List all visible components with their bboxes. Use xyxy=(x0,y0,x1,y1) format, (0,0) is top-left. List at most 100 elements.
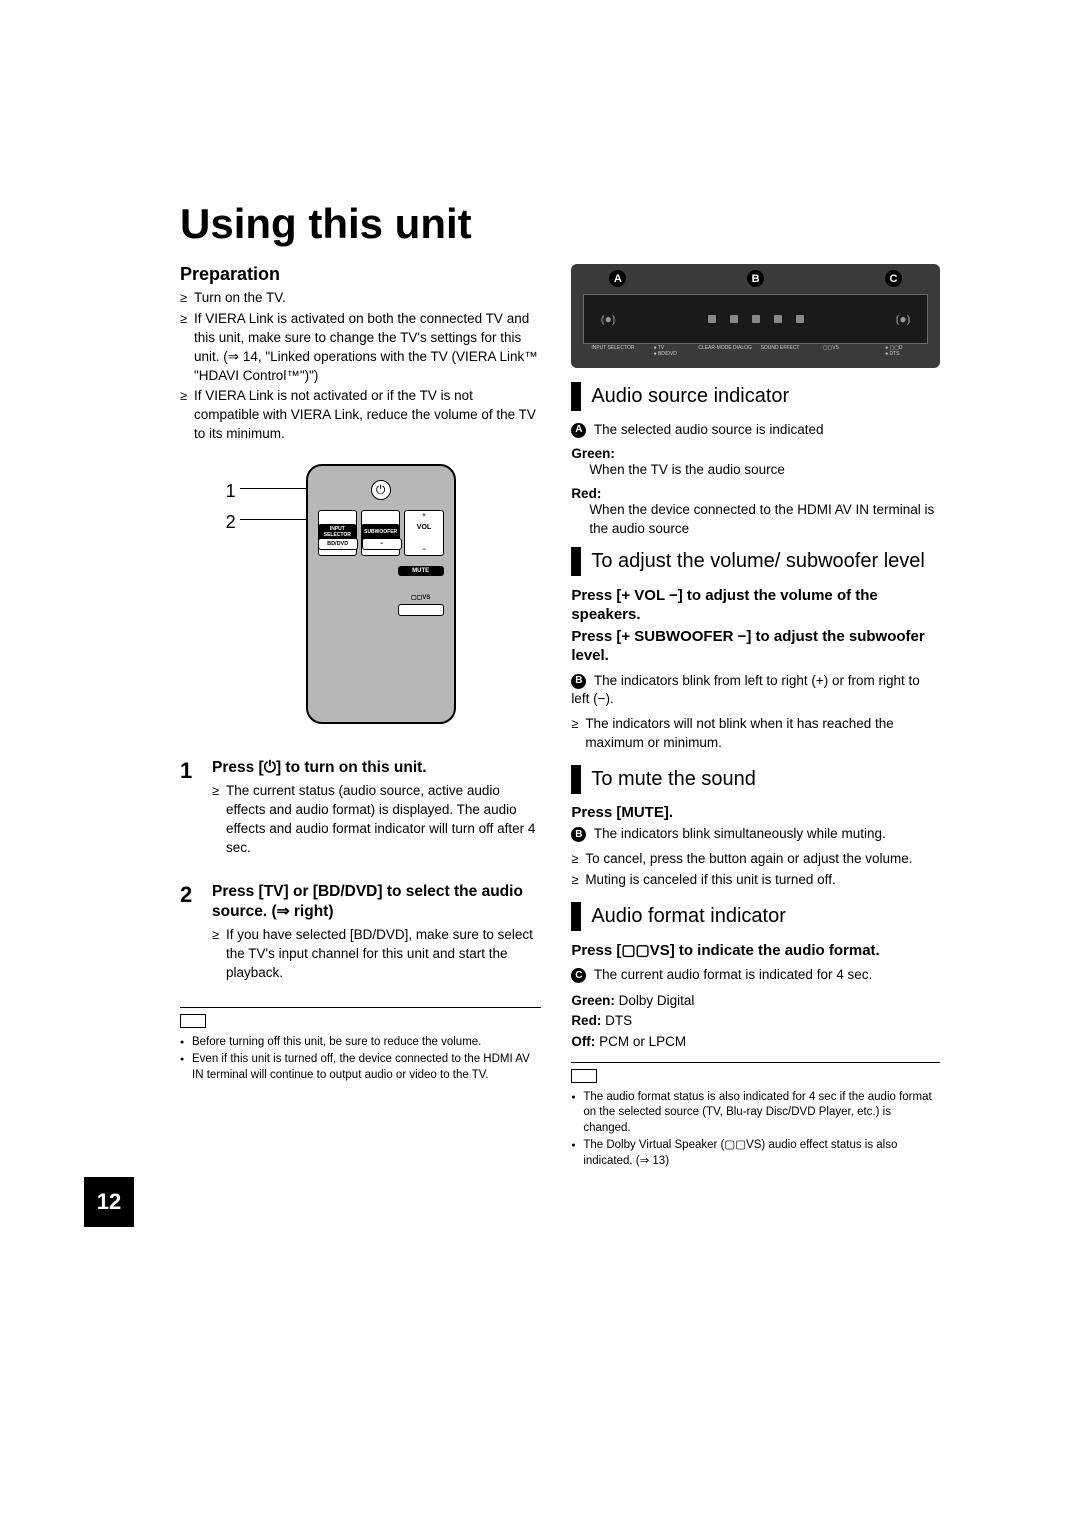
green-label: Green: xyxy=(571,446,940,461)
divider xyxy=(571,1062,940,1063)
mute-bullets: To cancel, press the button again or adj… xyxy=(571,850,940,890)
vs-label: ▢▢VS xyxy=(398,594,444,601)
ind-label: ▢▢VS xyxy=(823,345,881,357)
step-1: 1 Press [⏻] to turn on this unit. The cu… xyxy=(180,758,541,870)
callout-line xyxy=(240,519,306,520)
section-title: To mute the sound xyxy=(591,765,756,794)
section-bar-icon xyxy=(571,547,581,576)
section-audio-format: Audio format indicator xyxy=(571,902,940,931)
format-colors: Green: Dolby Digital Red: DTS Off: PCM o… xyxy=(571,991,940,1052)
fmt-red-label: Red: xyxy=(571,1013,601,1028)
page-title: Using this unit xyxy=(180,200,940,248)
step-bullet: The current status (audio source, active… xyxy=(212,782,541,858)
item-c-row: C The current audio format is indicated … xyxy=(571,966,940,985)
b-icon: B xyxy=(571,674,586,689)
callout-1: 1 xyxy=(226,481,236,502)
red-label: Red: xyxy=(571,486,940,501)
vol-bullets: The indicators will not blink when it ha… xyxy=(571,715,940,753)
step-title: Press [⏻] to turn on this unit. xyxy=(212,758,541,778)
remote-diagram: 1 2 TV + +− INPUT SELECTOR SUBWOOFER VOL… xyxy=(226,464,496,734)
preparation-list: Turn on the TV. If VIERA Link is activat… xyxy=(180,289,541,444)
section-bar-icon xyxy=(571,765,581,794)
label-a-icon: A xyxy=(609,270,626,287)
note-icon xyxy=(180,1014,206,1028)
fmt-green-label: Green: xyxy=(571,993,615,1008)
red-text: When the device connected to the HDMI AV… xyxy=(571,501,940,539)
item-c-text: The current audio format is indicated fo… xyxy=(594,967,872,982)
callout-line xyxy=(240,488,316,489)
step-number: 1 xyxy=(180,758,198,870)
ind-label: SOUND EFFECT xyxy=(761,345,819,357)
bddvd-button: BD/DVD xyxy=(318,538,358,550)
right-column: A B C ⦅●⦆ ⦅●⦆ INPUT SELECTOR ● TV ● BD/D… xyxy=(571,264,940,1172)
spacer xyxy=(406,538,444,550)
mute-bullet: Muting is canceled if this unit is turne… xyxy=(571,871,940,890)
ind-label: ● ▢▢D ● DTS xyxy=(885,345,920,357)
format-notes: The audio format status is also indicate… xyxy=(571,1090,940,1170)
item-b-mute-text: The indicators blink simultaneously whil… xyxy=(594,826,886,841)
callout-2: 2 xyxy=(226,512,236,533)
section-volume: To adjust the volume/ subwoofer level xyxy=(571,547,940,576)
power-icon xyxy=(371,480,391,500)
fmt-off-label: Off: xyxy=(571,1034,595,1049)
format-note: The Dolby Virtual Speaker (▢▢VS) audio e… xyxy=(571,1138,940,1169)
mute-bullet: To cancel, press the button again or adj… xyxy=(571,850,940,869)
b-icon: B xyxy=(571,827,586,842)
vs-button xyxy=(398,604,444,616)
preparation-heading: Preparation xyxy=(180,264,541,285)
ind-label: CLEAR-MODE DIALOG xyxy=(698,345,756,357)
content-columns: Preparation Turn on the TV. If VIERA Lin… xyxy=(180,264,940,1172)
a-icon: A xyxy=(571,423,586,438)
step-bullets: The current status (audio source, active… xyxy=(212,782,541,858)
footnote: Before turning off this unit, be sure to… xyxy=(180,1035,541,1051)
indicator-panel: A B C ⦅●⦆ ⦅●⦆ INPUT SELECTOR ● TV ● BD/D… xyxy=(571,264,940,368)
step-bullets: If you have selected [BD/DVD], make sure… xyxy=(212,926,541,983)
item-b-mute-row: B The indicators blink simultaneously wh… xyxy=(571,825,940,844)
step-bullet: If you have selected [BD/DVD], make sure… xyxy=(212,926,541,983)
speaker-right-icon: ⦅●⦆ xyxy=(887,312,919,327)
format-press: Press [▢▢VS] to indicate the audio forma… xyxy=(571,941,940,961)
footnotes: Before turning off this unit, be sure to… xyxy=(180,1035,541,1084)
section-bar-icon xyxy=(571,382,581,411)
step-2: 2 Press [TV] or [BD/DVD] to select the a… xyxy=(180,882,541,995)
section-bar-icon xyxy=(571,902,581,931)
page-number: 12 xyxy=(84,1177,134,1227)
divider xyxy=(180,1007,541,1008)
section-mute: To mute the sound xyxy=(571,765,940,794)
item-a-text: The selected audio source is indicated xyxy=(594,422,824,437)
note-icon xyxy=(571,1069,597,1083)
prep-bullet: If VIERA Link is not activated or if the… xyxy=(180,387,541,444)
section-audio-source: Audio source indicator xyxy=(571,382,940,411)
fmt-green-val: Dolby Digital xyxy=(619,993,695,1008)
prep-bullet: Turn on the TV. xyxy=(180,289,541,308)
footnote: Even if this unit is turned off, the dev… xyxy=(180,1052,541,1083)
vol-bullet: The indicators will not blink when it ha… xyxy=(571,715,940,753)
ind-label: ● TV ● BD/DVD xyxy=(654,345,695,357)
fmt-red-val: DTS xyxy=(605,1013,632,1028)
item-a-row: A The selected audio source is indicated xyxy=(571,421,940,440)
label-c-icon: C xyxy=(885,270,902,287)
left-column: Preparation Turn on the TV. If VIERA Lin… xyxy=(180,264,541,1172)
speaker-left-icon: ⦅●⦆ xyxy=(592,312,624,327)
mute-button: MUTE xyxy=(398,566,444,576)
vol-instruction: Press [+ VOL −] to adjust the volume of … xyxy=(571,586,940,625)
remote-body: TV + +− INPUT SELECTOR SUBWOOFER VOL BD/… xyxy=(306,464,456,724)
prep-bullet: If VIERA Link is activated on both the c… xyxy=(180,310,541,386)
sub-instruction: Press [+ SUBWOOFER −] to adjust the subw… xyxy=(571,627,940,666)
minus-button: − xyxy=(362,538,402,550)
ind-label: INPUT SELECTOR xyxy=(591,345,649,357)
step-title: Press [TV] or [BD/DVD] to select the aud… xyxy=(212,882,541,922)
section-title: To adjust the volume/ subwoofer level xyxy=(591,547,925,576)
label-b-icon: B xyxy=(747,270,764,287)
section-title: Audio format indicator xyxy=(591,902,786,931)
item-b-text: The indicators blink from left to right … xyxy=(571,673,920,707)
fmt-off-val: PCM or LPCM xyxy=(599,1034,686,1049)
indicator-labels: INPUT SELECTOR ● TV ● BD/DVD CLEAR-MODE … xyxy=(583,344,928,358)
c-icon: C xyxy=(571,968,586,983)
step-number: 2 xyxy=(180,882,198,995)
item-b-row: B The indicators blink from left to righ… xyxy=(571,672,940,710)
green-text: When the TV is the audio source xyxy=(571,461,940,480)
section-title: Audio source indicator xyxy=(591,382,789,411)
format-note: The audio format status is also indicate… xyxy=(571,1090,940,1137)
mute-press: Press [MUTE]. xyxy=(571,804,940,821)
